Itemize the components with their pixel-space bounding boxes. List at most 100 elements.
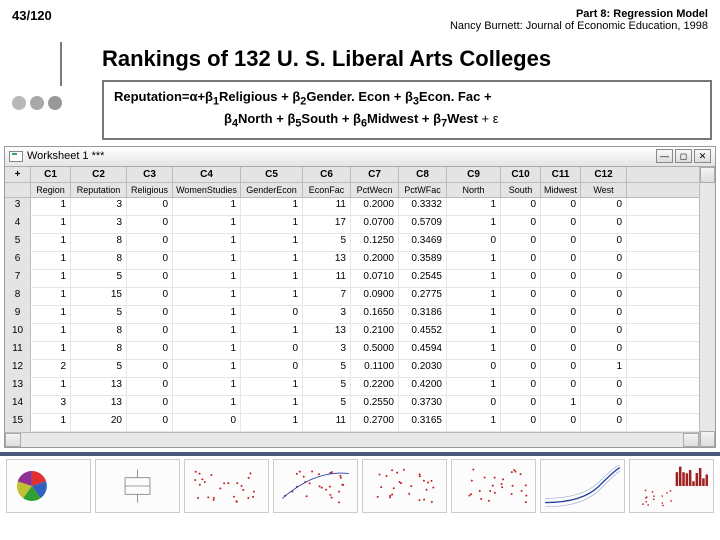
cell[interactable]: 1 — [241, 216, 303, 233]
table-row[interactable]: 811501170.09000.27751000 — [5, 288, 699, 306]
cell[interactable]: 0.3730 — [399, 396, 447, 413]
cell[interactable]: 13 — [303, 252, 351, 269]
table-row[interactable]: 715011110.07100.25451000 — [5, 270, 699, 288]
cell[interactable]: 0.4200 — [399, 378, 447, 395]
cell[interactable]: 0 — [501, 216, 541, 233]
cell[interactable]: 0 — [241, 360, 303, 377]
cell[interactable]: 0 — [447, 234, 501, 251]
cell[interactable]: 0.2100 — [351, 324, 399, 341]
cell[interactable]: 0 — [501, 360, 541, 377]
table-row[interactable]: 15120001110.27000.31651000 — [5, 414, 699, 432]
col-id[interactable]: C1 — [31, 167, 71, 182]
col-id[interactable]: C10 — [501, 167, 541, 182]
cell[interactable]: 5 — [303, 360, 351, 377]
cell[interactable]: 0.2545 — [399, 270, 447, 287]
cell[interactable]: 0 — [127, 342, 173, 359]
cell[interactable]: 1 — [173, 270, 241, 287]
cell[interactable]: 3 — [303, 342, 351, 359]
col-id[interactable]: C2 — [71, 167, 127, 182]
cell[interactable]: 3 — [71, 216, 127, 233]
cell[interactable]: 5 — [71, 306, 127, 323]
cell[interactable]: 0 — [127, 378, 173, 395]
cell[interactable]: 15 — [71, 288, 127, 305]
cell[interactable]: 0 — [581, 324, 627, 341]
cell[interactable]: 1 — [31, 234, 71, 251]
cell[interactable]: 0.3186 — [399, 306, 447, 323]
cell[interactable]: 0 — [127, 198, 173, 215]
col-id[interactable]: C8 — [399, 167, 447, 182]
col-name[interactable]: Reputation — [71, 183, 127, 197]
cell[interactable]: 0 — [541, 234, 581, 251]
col-name[interactable]: PctWFac — [399, 183, 447, 197]
cell[interactable]: 0 — [127, 324, 173, 341]
cell[interactable]: 0 — [581, 396, 627, 413]
cell[interactable]: 0 — [541, 252, 581, 269]
cell[interactable]: 0.3469 — [399, 234, 447, 251]
cell[interactable]: 1 — [447, 378, 501, 395]
cell[interactable]: 1 — [447, 288, 501, 305]
col-id[interactable]: C12 — [581, 167, 627, 182]
thumbnail[interactable] — [6, 459, 91, 513]
cell[interactable]: 13 — [71, 396, 127, 413]
cell[interactable]: 1 — [173, 216, 241, 233]
cell[interactable]: 3 — [71, 198, 127, 215]
cell[interactable]: 1 — [241, 198, 303, 215]
cell[interactable]: 0 — [501, 234, 541, 251]
cell[interactable]: 0.1100 — [351, 360, 399, 377]
cell[interactable]: 0 — [127, 360, 173, 377]
cell[interactable]: 0 — [541, 360, 581, 377]
thumbnail[interactable] — [273, 459, 358, 513]
cell[interactable]: 0 — [501, 378, 541, 395]
cell[interactable]: 1 — [541, 396, 581, 413]
cell[interactable]: 0.2775 — [399, 288, 447, 305]
cell[interactable]: 0 — [127, 216, 173, 233]
cell[interactable]: 0 — [241, 342, 303, 359]
col-id[interactable]: C6 — [303, 167, 351, 182]
col-name[interactable]: Midwest — [541, 183, 581, 197]
cell[interactable]: 8 — [71, 234, 127, 251]
cell[interactable]: 13 — [303, 324, 351, 341]
table-row[interactable]: 1311301150.22000.42001000 — [5, 378, 699, 396]
cell[interactable]: 0 — [127, 396, 173, 413]
cell[interactable]: 3 — [31, 396, 71, 413]
maximize-button[interactable]: ◻ — [675, 149, 692, 163]
cell[interactable]: 0 — [501, 342, 541, 359]
cell[interactable]: 0 — [447, 396, 501, 413]
cell[interactable]: 1 — [241, 288, 303, 305]
col-name[interactable]: West — [581, 183, 627, 197]
cell[interactable]: 1 — [173, 306, 241, 323]
col-id[interactable]: C5 — [241, 167, 303, 182]
cell[interactable]: 1 — [241, 396, 303, 413]
col-name[interactable]: South — [501, 183, 541, 197]
cell[interactable]: 0.5709 — [399, 216, 447, 233]
cell[interactable]: 1 — [241, 378, 303, 395]
cell[interactable]: 1 — [173, 396, 241, 413]
table-row[interactable]: 111801030.50000.45941000 — [5, 342, 699, 360]
cell[interactable]: 1 — [173, 198, 241, 215]
thumbnail[interactable] — [540, 459, 625, 513]
cell[interactable]: 1 — [447, 270, 501, 287]
thumbnail[interactable] — [184, 459, 269, 513]
cell[interactable]: 1 — [31, 342, 71, 359]
table-row[interactable]: 618011130.20000.35891000 — [5, 252, 699, 270]
minimize-button[interactable]: — — [656, 149, 673, 163]
cell[interactable]: 0 — [581, 342, 627, 359]
table-row[interactable]: 51801150.12500.34690000 — [5, 234, 699, 252]
col-id[interactable]: C9 — [447, 167, 501, 182]
cell[interactable]: 0.1250 — [351, 234, 399, 251]
cell[interactable]: 0 — [581, 216, 627, 233]
cell[interactable]: 0.2000 — [351, 252, 399, 269]
cell[interactable]: 1 — [447, 306, 501, 323]
vertical-scrollbar[interactable] — [699, 167, 715, 447]
cell[interactable]: 0.2030 — [399, 360, 447, 377]
cell[interactable]: 1 — [31, 198, 71, 215]
col-name[interactable]: Religious — [127, 183, 173, 197]
table-row[interactable]: 1018011130.21000.45521000 — [5, 324, 699, 342]
cell[interactable]: 5 — [303, 378, 351, 395]
cell[interactable]: 0.3589 — [399, 252, 447, 269]
cell[interactable]: 1 — [31, 252, 71, 269]
thumbnail[interactable] — [362, 459, 447, 513]
cell[interactable]: 0 — [541, 288, 581, 305]
cell[interactable]: 1 — [173, 360, 241, 377]
cell[interactable]: 0 — [447, 360, 501, 377]
